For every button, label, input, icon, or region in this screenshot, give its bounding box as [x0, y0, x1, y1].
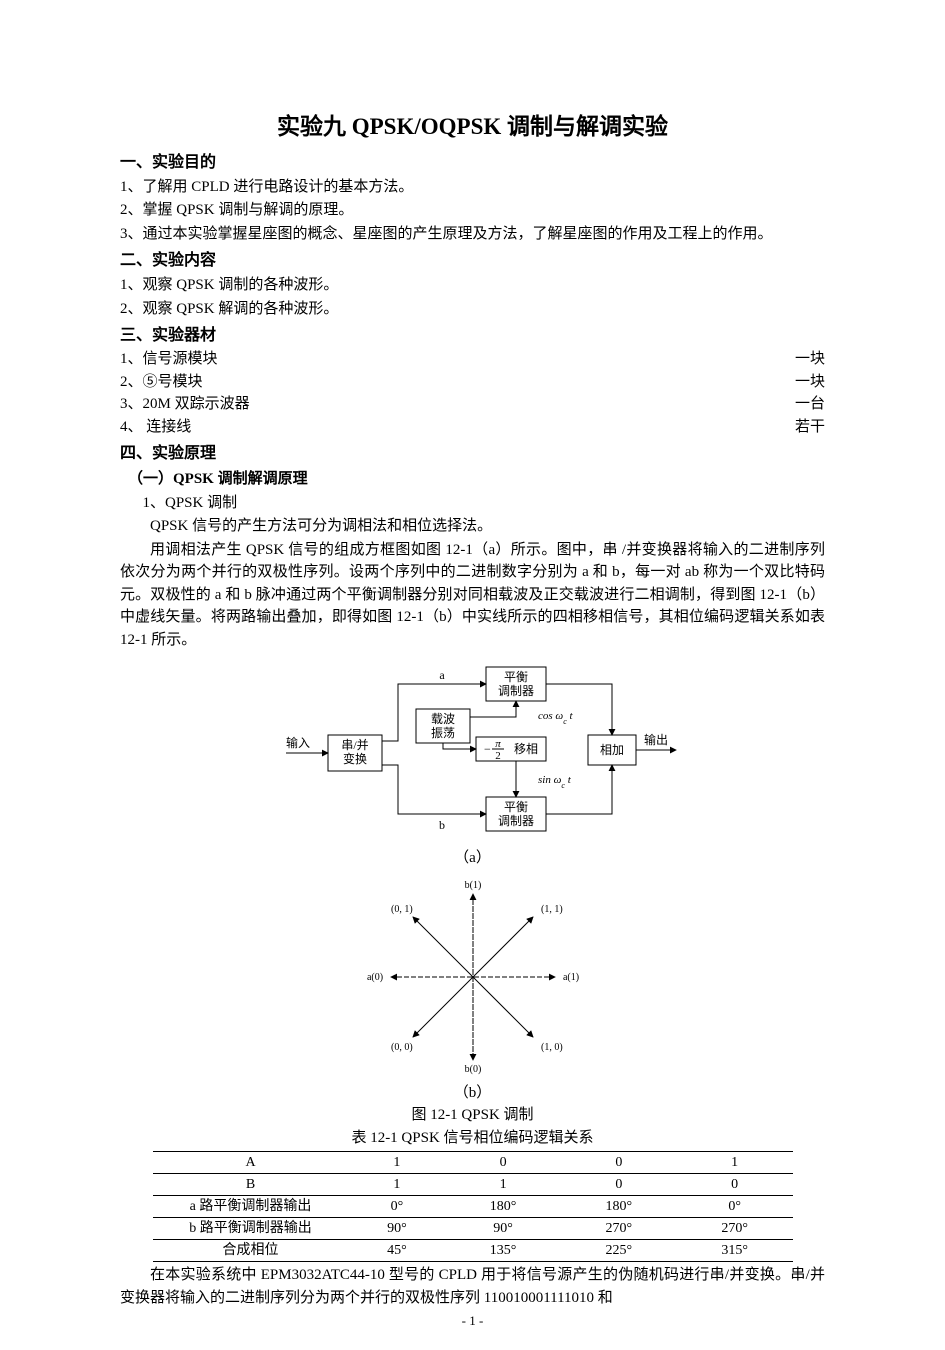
- label-b: b: [439, 818, 445, 832]
- phase-top: π: [495, 738, 501, 750]
- cell: 225°: [561, 1240, 677, 1262]
- table-row: 合成相位 45° 135° 225° 315°: [153, 1240, 793, 1262]
- cell: 0°: [349, 1196, 446, 1218]
- s1-item-3: 3、通过本实验掌握星座图的概念、星座图的产生原理及方法，了解星座图的作用及工程上…: [141, 223, 825, 246]
- cell: 0: [561, 1152, 677, 1174]
- lbl-q2: (0, 1): [391, 904, 413, 915]
- cell: 135°: [445, 1240, 561, 1262]
- table-caption: 表 12-1 QPSK 信号相位编码逻辑关系: [120, 1127, 825, 1150]
- s2-item-1: 1、观察 QPSK 调制的各种波形。: [120, 274, 825, 297]
- lbl-left: a(0): [366, 972, 382, 983]
- label-a: a: [439, 668, 445, 682]
- cell: 315°: [677, 1240, 793, 1262]
- cell: 270°: [677, 1218, 793, 1240]
- label-output: 输出: [643, 732, 667, 747]
- lbl-top: b(1): [464, 880, 481, 891]
- section-4a1-head: 1、QPSK 调制: [143, 492, 826, 515]
- diagram-a-caption: （a）: [258, 847, 688, 870]
- cell: 45°: [349, 1240, 446, 1262]
- lbl-q4: (1, 0): [541, 1042, 563, 1053]
- cell: 0: [445, 1152, 561, 1174]
- document-page: 实验九 QPSK/OQPSK 调制与解调实验 一、实验目的 1、了解用 CPLD…: [0, 0, 945, 1350]
- lbl-bottom: b(0): [464, 1064, 481, 1075]
- cell: a 路平衡调制器输出: [153, 1196, 349, 1218]
- cell: 1: [349, 1174, 446, 1196]
- equip-4-l: 4、 连接线: [120, 416, 191, 439]
- box-osc-l1: 载波: [430, 712, 454, 726]
- equip-3-r: 一台: [795, 393, 825, 416]
- cell: 合成相位: [153, 1240, 349, 1262]
- para-1: QPSK 信号的产生方法可分为调相法和相位选择法。: [120, 515, 825, 538]
- equip-2-r: 一块: [795, 371, 825, 394]
- cell: B: [153, 1174, 349, 1196]
- lbl-right: a(1): [562, 972, 578, 983]
- box-mod-top-l2: 调制器: [497, 684, 533, 698]
- section-2-head: 二、实验内容: [120, 249, 825, 273]
- lbl-q1: (1, 1): [541, 904, 563, 915]
- block-diagram-svg: 串/并 变换 载波 振荡 − π 2 移相 平衡 调制器 平衡 调制器 相加: [258, 657, 688, 847]
- box-mod-bot-l2: 调制器: [497, 814, 533, 828]
- table-row: B 1 1 0 0: [153, 1174, 793, 1196]
- section-3-head: 三、实验器材: [120, 324, 825, 348]
- section-1-head: 一、实验目的: [120, 151, 825, 175]
- equip-3-l: 3、20M 双踪示波器: [120, 393, 250, 416]
- box-sp-l1: 串/并: [341, 738, 368, 752]
- lbl-q3: (0, 0): [391, 1042, 413, 1053]
- equip-1-r: 一块: [795, 348, 825, 371]
- cell: 0: [677, 1174, 793, 1196]
- label-input: 输入: [285, 735, 309, 750]
- equip-1-l: 1、信号源模块: [120, 348, 218, 371]
- equip-2-l: 2、⑤号模块: [120, 371, 203, 394]
- diagram-a: 串/并 变换 载波 振荡 − π 2 移相 平衡 调制器 平衡 调制器 相加: [258, 657, 688, 870]
- section-4a-head: （一）QPSK 调制解调原理: [128, 468, 825, 491]
- cell: 0: [561, 1174, 677, 1196]
- phase-bot: 2: [495, 750, 501, 762]
- diagram-b-caption: （b）: [343, 1082, 603, 1105]
- cell: 1: [349, 1152, 446, 1174]
- cell: 180°: [445, 1196, 561, 1218]
- equip-4-r: 若干: [795, 416, 825, 439]
- box-sp-l2: 变换: [342, 751, 366, 766]
- table-row: A 1 0 0 1: [153, 1152, 793, 1174]
- box-mod-bot-l1: 平衡: [503, 800, 527, 814]
- box-osc-l2: 振荡: [430, 726, 454, 740]
- page-number: - 1 -: [0, 1311, 945, 1331]
- cell: 180°: [561, 1196, 677, 1218]
- equip-row-4: 4、 连接线 若干: [120, 416, 825, 439]
- s1-item-1: 1、了解用 CPLD 进行电路设计的基本方法。: [120, 176, 825, 199]
- cell: 1: [677, 1152, 793, 1174]
- phase-table: A 1 0 0 1 B 1 1 0 0 a 路平衡调制器输出 0° 180° 1…: [153, 1151, 793, 1262]
- cell: A: [153, 1152, 349, 1174]
- para-2: 用调相法产生 QPSK 信号的组成方框图如图 12-1（a）所示。图中，串 /并…: [120, 539, 825, 652]
- cell: 0°: [677, 1196, 793, 1218]
- s2-item-2: 2、观察 QPSK 解调的各种波形。: [120, 298, 825, 321]
- box-add: 相加: [599, 743, 623, 757]
- figure-caption: 图 12-1 QPSK 调制: [120, 1104, 825, 1127]
- phase-label: 移相: [513, 742, 537, 756]
- table-row: b 路平衡调制器输出 90° 90° 270° 270°: [153, 1218, 793, 1240]
- table-row: a 路平衡调制器输出 0° 180° 180° 0°: [153, 1196, 793, 1218]
- diagram-b: b(1) b(0) a(0) a(1) (1, 1) (0, 1) (0, 0)…: [343, 872, 603, 1105]
- section-4-head: 四、实验原理: [120, 442, 825, 466]
- box-mod-top-l1: 平衡: [503, 670, 527, 684]
- equip-row-3: 3、20M 双踪示波器 一台: [120, 393, 825, 416]
- cell: 1: [445, 1174, 561, 1196]
- cell: 90°: [445, 1218, 561, 1240]
- cell: b 路平衡调制器输出: [153, 1218, 349, 1240]
- cell: 90°: [349, 1218, 446, 1240]
- s1-item-2: 2、掌握 QPSK 调制与解调的原理。: [120, 199, 825, 222]
- cell: 270°: [561, 1218, 677, 1240]
- equip-row-1: 1、信号源模块 一块: [120, 348, 825, 371]
- constellation-svg: b(1) b(0) a(0) a(1) (1, 1) (0, 1) (0, 0)…: [343, 872, 603, 1082]
- trailing-para: 在本实验系统中 EPM3032ATC44-10 型号的 CPLD 用于将信号源产…: [120, 1264, 825, 1309]
- phase-neg: −: [484, 742, 491, 756]
- label-cos: cos ωc t: [538, 710, 574, 726]
- label-sin: sin ωc t: [538, 774, 572, 790]
- page-title: 实验九 QPSK/OQPSK 调制与解调实验: [120, 110, 825, 145]
- equip-row-2: 2、⑤号模块 一块: [120, 371, 825, 394]
